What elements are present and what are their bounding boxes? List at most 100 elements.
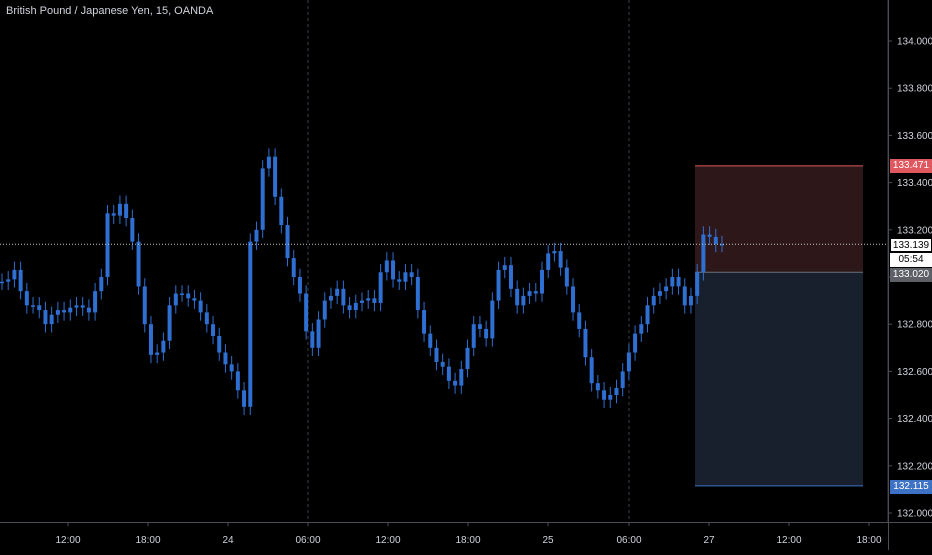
candle	[353, 294, 358, 319]
x-tick-label: 06:00	[616, 535, 641, 546]
candle	[527, 282, 532, 305]
candle	[49, 306, 54, 333]
x-tick-label: 12:00	[55, 535, 80, 546]
position-tool[interactable]	[695, 165, 863, 487]
candle	[266, 148, 271, 177]
profit-zone	[695, 165, 863, 273]
candle	[720, 235, 724, 253]
candle	[148, 315, 153, 364]
candle	[409, 264, 414, 286]
y-tick-label: 133.600	[897, 131, 932, 142]
y-tick-label: 133.400	[897, 178, 932, 189]
candle	[651, 287, 656, 314]
candle	[471, 315, 476, 357]
candle	[124, 195, 129, 227]
candle	[68, 299, 73, 321]
candle	[595, 374, 600, 399]
candle	[260, 160, 265, 239]
candle	[428, 325, 433, 357]
candle	[366, 289, 371, 309]
candle	[521, 287, 526, 314]
candle	[496, 261, 501, 309]
candle	[391, 252, 396, 288]
x-tick-label: 18:00	[455, 535, 480, 546]
candle	[43, 301, 48, 333]
candle	[242, 382, 247, 416]
candle	[0, 273, 4, 290]
candle	[484, 320, 489, 347]
target-price-label: 133.471	[890, 159, 932, 173]
candle	[335, 280, 340, 305]
candle	[37, 297, 42, 319]
candle	[62, 301, 67, 321]
candle	[136, 233, 141, 295]
candle	[155, 344, 160, 364]
candle	[105, 205, 110, 286]
candle	[117, 195, 122, 224]
candle	[186, 285, 191, 307]
candle	[130, 209, 135, 250]
x-tick-label: 27	[703, 535, 715, 546]
entry-price-label: 133.020	[890, 268, 932, 282]
candle	[24, 282, 29, 314]
candle	[173, 285, 178, 314]
x-tick-label: 18:00	[856, 535, 881, 546]
candle	[167, 297, 172, 349]
candle	[682, 278, 687, 314]
candle	[577, 304, 582, 338]
candle	[589, 348, 594, 392]
candle	[502, 256, 507, 279]
candle	[620, 363, 625, 397]
candle	[384, 252, 389, 281]
candle	[341, 280, 346, 314]
candle	[626, 344, 631, 380]
bar-countdown-label: 05:54	[890, 253, 932, 267]
candle	[180, 285, 184, 302]
candle	[322, 292, 327, 328]
candle	[422, 301, 427, 342]
candle	[633, 325, 638, 361]
candle	[18, 261, 23, 300]
candle	[273, 148, 278, 206]
candle	[347, 297, 352, 319]
candle	[279, 188, 284, 234]
candle	[192, 289, 197, 309]
candle	[55, 301, 60, 324]
x-tick-label: 06:00	[295, 535, 320, 546]
candle	[508, 256, 513, 298]
candle	[12, 261, 17, 288]
x-tick-label: 12:00	[776, 535, 801, 546]
x-tick-label: 24	[222, 535, 234, 546]
candle	[248, 233, 253, 416]
candle	[235, 363, 240, 399]
candle	[291, 249, 296, 286]
candle	[552, 242, 557, 262]
y-tick-label: 132.200	[897, 461, 932, 472]
candle	[639, 315, 644, 342]
candle	[74, 297, 79, 316]
y-tick-label: 134.000	[897, 37, 932, 48]
candle	[440, 353, 445, 375]
candle	[558, 242, 563, 276]
candle	[602, 382, 607, 408]
stop-price-label: 132.115	[890, 480, 932, 494]
candle	[453, 372, 458, 394]
candle	[490, 292, 495, 347]
candle	[645, 297, 650, 333]
candle	[540, 261, 544, 302]
candle	[571, 278, 576, 321]
candle	[304, 285, 309, 340]
candle	[465, 339, 470, 378]
candle	[533, 282, 538, 302]
candle	[80, 297, 85, 316]
candle	[434, 339, 439, 371]
candle	[657, 282, 662, 305]
candle	[211, 315, 216, 345]
candle	[670, 268, 675, 295]
x-tick-label: 18:00	[135, 535, 160, 546]
candle	[229, 356, 234, 380]
candle	[86, 299, 91, 321]
candle	[415, 268, 420, 319]
